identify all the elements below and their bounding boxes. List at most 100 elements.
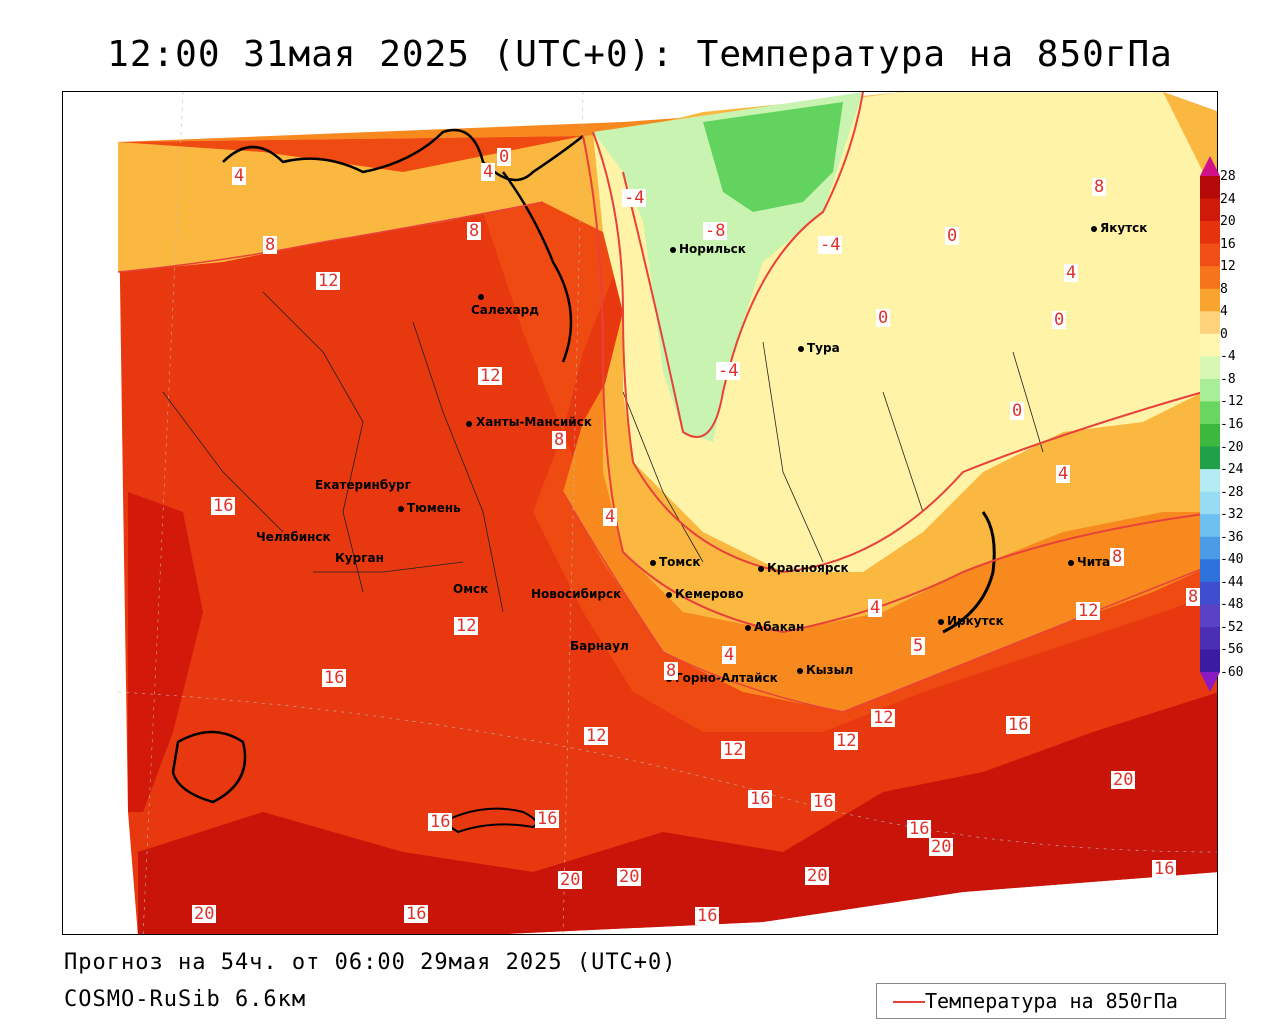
colorbar-band: [1200, 559, 1220, 583]
isotherm-label: 12: [834, 731, 859, 751]
page-title: 12:00 31мая 2025 (UTC+0): Температура на…: [107, 34, 1173, 75]
colorbar-tick-label: -8: [1220, 371, 1236, 387]
isotherm-label: 12: [721, 740, 746, 760]
city-yakutsk: Якутск: [1091, 221, 1147, 235]
city-marker: [398, 505, 404, 512]
city-ekaterinburg: Екатеринбург: [315, 478, 411, 492]
isotherm-label: 20: [192, 904, 217, 924]
city-chelyabinsk: Челябинск: [256, 530, 331, 544]
isotherm-8: [117, 201, 1217, 713]
city-marker: [1068, 559, 1074, 566]
isotherm-label: 0: [1052, 310, 1067, 330]
colorbar-tick-label: 24: [1220, 191, 1236, 207]
colorbar-band: [1200, 469, 1220, 493]
colorbar-overflow-bottom: [1200, 672, 1220, 692]
colorbar-tick-label: -60: [1220, 665, 1244, 680]
isotherm-label: 12: [454, 616, 479, 636]
isotherm-label: 12: [316, 271, 341, 291]
colorbar-tick-label: -20: [1220, 439, 1244, 455]
colorbar-tick-label: -56: [1220, 642, 1244, 658]
city-abakan: Абакан: [745, 620, 804, 634]
colorbar-tick-label: -48: [1220, 597, 1244, 613]
isotherm-label: 0: [876, 308, 891, 328]
city-tomsk: Томск: [650, 555, 701, 569]
colorbar-tick-label: -4: [1220, 349, 1236, 365]
isotherm-label: 4: [603, 507, 618, 527]
city-salekhard: [478, 289, 487, 303]
isotherm-label: 8: [263, 235, 278, 255]
colorbar-band: [1200, 446, 1220, 470]
isotherm-label: -4: [818, 235, 843, 255]
coast-north: [222, 128, 584, 182]
baikal-lake: [942, 511, 996, 634]
colorbar-tick-label: 4: [1220, 304, 1228, 320]
city-marker: [745, 624, 751, 631]
isotherm-label: 4: [868, 598, 883, 618]
city-marker: [798, 345, 804, 352]
isotherm-label: 16: [1152, 859, 1177, 879]
isotherm-label: 20: [805, 866, 830, 886]
city-marker: [666, 591, 672, 598]
temperature-colorbar: [1200, 156, 1220, 692]
isotherm-label: 16: [811, 792, 836, 812]
isotherm-label: 20: [929, 837, 954, 857]
isotherm-label: 8: [1092, 177, 1107, 197]
isotherm-label: -4: [622, 188, 647, 208]
zone-20-southwest: [128, 492, 203, 812]
colorbar-band: [1200, 536, 1220, 560]
colorbar-band: [1200, 491, 1220, 515]
colorbar-band: [1200, 626, 1220, 650]
caspian-sea: [171, 730, 247, 804]
isotherm-label: 12: [478, 366, 503, 386]
isotherm-label: 8: [1110, 547, 1125, 567]
isotherm-label: 4: [1056, 464, 1071, 484]
isotherm-label: 16: [535, 809, 560, 829]
colorbar-overflow-top: [1200, 156, 1220, 176]
colorbar-band: [1200, 581, 1220, 605]
model-name: COSMO-RuSib 6.6км: [64, 987, 307, 1012]
legend: Температура на 850гПа: [876, 983, 1226, 1019]
city-tura: Тура: [798, 341, 840, 355]
isotherm-label: 16: [211, 496, 236, 516]
isotherm-label: 12: [1076, 601, 1101, 621]
isotherm-label: 0: [497, 147, 512, 167]
city-marker: [650, 559, 656, 566]
city-tyumen: Тюмень: [398, 501, 461, 515]
city-irkutsk: Иркутск: [938, 614, 1004, 628]
isotherm-label: 16: [695, 906, 720, 926]
city-marker: [1091, 225, 1097, 232]
isotherm-label: 16: [748, 789, 773, 809]
colorbar-tick-label: 20: [1220, 214, 1236, 230]
city-marker: [478, 293, 484, 300]
colorbar-tick-label: 16: [1220, 236, 1236, 252]
colorbar-band: [1200, 424, 1220, 448]
city-khanty-mansiysk-label: Ханты-Мансийск: [476, 415, 592, 429]
colorbar-band: [1200, 221, 1220, 245]
colorbar-tick-label: 28: [1220, 169, 1236, 184]
colorbar-tick-label: -52: [1220, 619, 1244, 635]
isotherm-label: 8: [1186, 587, 1201, 607]
isotherm-label: 5: [911, 636, 926, 656]
admin-borders: [162, 291, 1044, 613]
isotherm-label: 0: [945, 226, 960, 246]
isotherm-label: -8: [703, 221, 728, 241]
colorbar-band: [1200, 604, 1220, 628]
colorbar-band: [1200, 378, 1220, 402]
isotherm-label: 16: [907, 819, 932, 839]
city-barnaul: Барнаул: [570, 639, 629, 653]
colorbar-band: [1200, 176, 1220, 200]
zone-minus8: [703, 102, 843, 212]
colorbar-tick-label: -44: [1220, 574, 1244, 590]
yamal-coast: [501, 171, 573, 363]
city-novosibirsk: Новосибирск: [531, 587, 622, 601]
colorbar-tick-label: -24: [1220, 462, 1244, 478]
isotherm-label: 16: [322, 668, 347, 688]
city-marker: [938, 618, 944, 625]
colorbar-tick-label: -28: [1220, 484, 1244, 500]
colorbar-band: [1200, 401, 1220, 425]
isotherm-4: [582, 135, 1217, 634]
isotherm-label: 12: [584, 726, 609, 746]
isotherm-label: 20: [1111, 770, 1136, 790]
city-gorno-altaysk: Горно-Алтайск: [666, 671, 778, 685]
temperature-map: [62, 91, 1218, 935]
